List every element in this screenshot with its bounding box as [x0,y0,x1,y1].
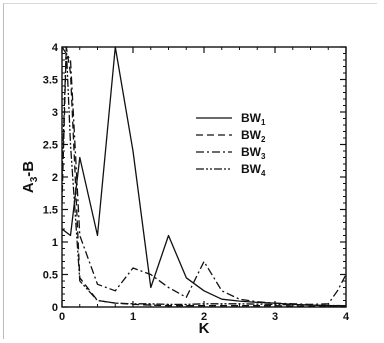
series-line-bw3 [62,46,346,306]
series-line-bw4 [62,46,346,307]
y-tick-label: 3.5 [43,75,58,87]
legend-label-bw3: BW3 [241,145,266,161]
x-tick-label: 1 [130,311,136,323]
y-tick-label: 4 [52,42,59,54]
x-axis-title: K [199,320,210,337]
legend-label-bw1: BW1 [241,111,266,127]
legend-label-bw2: BW2 [241,128,266,144]
series-line-bw2 [62,46,346,308]
plot-area-border [61,46,347,308]
y-tick-label: 2 [52,172,58,184]
y-tick-label: 0 [52,302,58,314]
figure-frame [3,3,377,339]
legend-label-bw4: BW4 [241,162,266,178]
y-axis-title: A3-B [20,161,40,193]
y-tick-label: 3 [52,107,58,119]
x-tick-label: 3 [272,311,278,323]
y-tick-label: 1.5 [43,205,58,217]
series-line-bw1 [62,46,346,307]
x-tick-label: 0 [59,311,65,323]
x-tick-label: 2 [201,311,207,323]
x-tick-label: 4 [343,311,350,323]
y-tick-label: 0.5 [43,270,58,282]
y-tick-label: 1 [52,237,58,249]
y-tick-label: 2.5 [43,140,58,152]
